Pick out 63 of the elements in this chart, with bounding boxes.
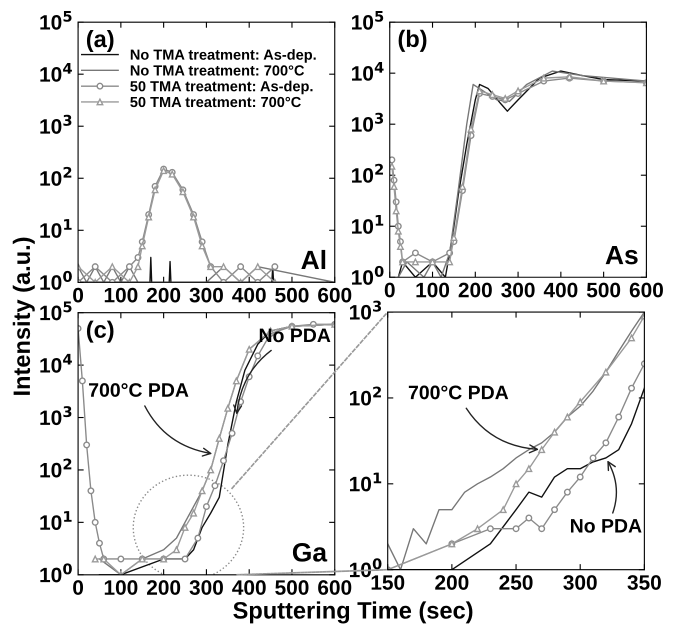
legend-label: No TMA treatment: 700°C [130,65,304,76]
annotation: Al [301,250,326,270]
y-tick-label: 10$^{5}$ [352,10,384,30]
y-tick-label: 10$^{5}$ [40,302,72,320]
x-tick-label: 600 [630,282,663,298]
annotation: No PDA [260,328,330,342]
annotation: 700°C PDA [408,386,508,400]
x-tick-label: 500 [586,282,620,298]
y-tick-label: 10$^{1}$ [352,215,384,234]
x-tick-label: 100 [104,288,138,302]
y-tick-label: 10$^{1}$ [40,219,72,238]
y-tick-label: 10$^{5}$ [40,10,72,30]
x-tick-label: 0 [73,580,84,595]
y-tick-label: 10$^{4}$ [40,62,72,82]
x-tick-label: 350 [627,575,661,590]
y-tick-label: 10$^{1}$ [350,472,382,492]
y-tick-label: 10$^{3}$ [352,112,384,132]
x-tick-label: 400 [232,288,266,302]
y-tick-label: 10$^{3}$ [350,300,382,320]
y-tick-label: 10$^{2}$ [350,386,381,406]
y-tick-label: 10$^{2}$ [352,164,383,183]
y-tick-label: 10$^{3}$ [40,406,72,426]
annotation: As [606,246,638,264]
x-tick-label: 0 [384,282,395,298]
x-tick-label: 500 [275,288,308,302]
x-tick-label: 500 [275,580,308,595]
annotation: (b) [398,30,426,52]
y-tick-label: 10$^{2}$ [40,458,72,478]
x-tick-label: 0 [73,288,84,302]
legend-label: No TMA treatment: As-dep. [130,49,316,63]
x-axis-title: Sputtering Time (sec) [233,601,472,624]
y-tick-label: 10$^{4}$ [352,62,384,81]
x-tick-label: 200 [146,288,180,302]
x-tick-label: 400 [544,282,578,298]
annotation: (a) [86,30,114,52]
y-tick-label: 10$^{4}$ [40,354,72,373]
annotation: 700°C PDA [89,383,188,397]
x-tick-label: 300 [563,575,597,590]
x-tick-label: 250 [499,575,533,590]
legend-label: 50 TMA treatment: As-dep. [130,80,312,94]
annotation: No PDA [570,519,642,533]
x-tick-label: 300 [501,282,535,298]
x-tick-label: 150 [372,575,404,590]
x-tick-label: 200 [146,580,180,595]
x-tick-label: 300 [190,580,223,595]
x-tick-label: 100 [104,580,138,595]
y-axis-title: Intensity (a.u.) [12,238,35,395]
y-tick-label: 10$^{1}$ [40,511,72,530]
x-tick-label: 100 [416,282,450,298]
x-tick-label: 200 [435,575,468,590]
x-tick-label: 300 [190,288,223,303]
x-tick-label: 600 [318,580,352,595]
x-tick-label: 200 [458,282,492,298]
y-tick-label: 10$^{3}$ [40,114,72,134]
y-tick-label: 10$^{2}$ [40,166,72,186]
y-tick-label: 10$^{0}$ [40,270,72,290]
annotation: Ga [292,543,328,562]
x-tick-label: 600 [318,288,352,302]
legend-label: 50 TMA treatment: 700°C [130,96,301,108]
x-tick-label: 400 [232,580,266,595]
y-tick-label: 10$^{0}$ [352,266,384,285]
y-tick-label: 10$^{0}$ [40,563,72,582]
annotation: (c) [86,320,114,343]
